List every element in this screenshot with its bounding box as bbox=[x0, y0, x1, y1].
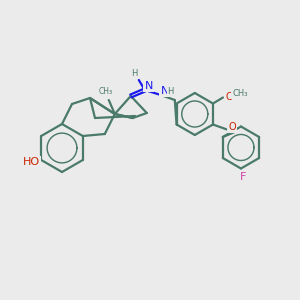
Text: N: N bbox=[145, 81, 153, 91]
Text: N: N bbox=[160, 86, 169, 96]
Text: CH₃: CH₃ bbox=[232, 89, 248, 98]
Text: CH₃: CH₃ bbox=[99, 88, 113, 97]
Text: H: H bbox=[168, 86, 174, 95]
Text: O: O bbox=[225, 92, 233, 101]
Text: O: O bbox=[228, 122, 236, 133]
Text: F: F bbox=[240, 172, 246, 182]
Text: H: H bbox=[132, 70, 138, 79]
Text: HO: HO bbox=[23, 157, 40, 167]
